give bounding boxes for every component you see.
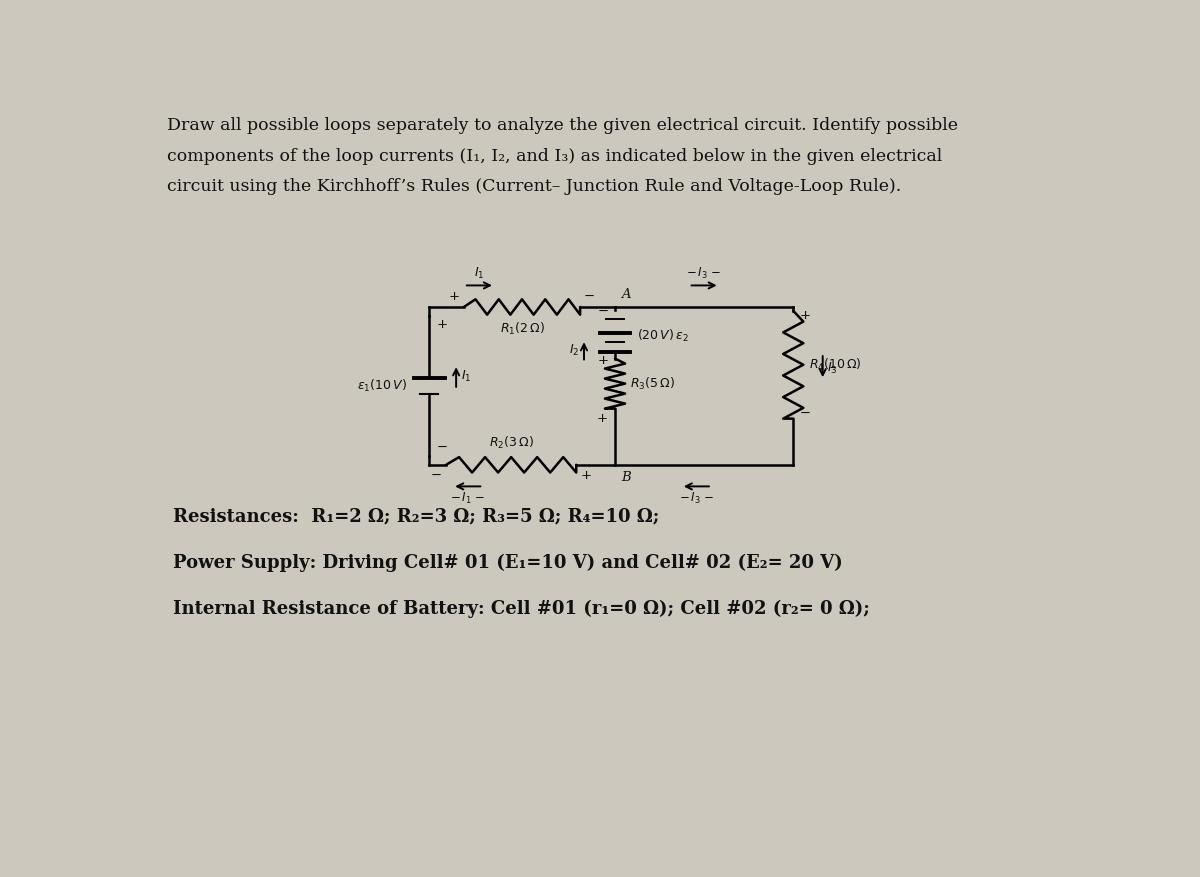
Text: $I_1$: $I_1$ bbox=[474, 266, 485, 281]
Text: $I_3$: $I_3$ bbox=[827, 361, 838, 376]
Text: Draw all possible loops separately to analyze the given electrical circuit. Iden: Draw all possible loops separately to an… bbox=[167, 117, 958, 134]
Text: +: + bbox=[799, 310, 810, 322]
Text: −: − bbox=[437, 441, 448, 454]
Text: +: + bbox=[437, 317, 448, 331]
Text: −: − bbox=[598, 305, 608, 317]
Text: components of the loop currents (I₁, I₂, and I₃) as indicated below in the given: components of the loop currents (I₁, I₂,… bbox=[167, 147, 942, 165]
Text: $R_2(3\,\Omega)$: $R_2(3\,\Omega)$ bbox=[488, 435, 534, 451]
Text: +: + bbox=[596, 411, 607, 424]
Text: $-\,I_1\,-$: $-\,I_1\,-$ bbox=[450, 491, 486, 506]
Text: −: − bbox=[584, 290, 595, 303]
Text: −: − bbox=[799, 407, 810, 420]
Text: $I_1$: $I_1$ bbox=[461, 369, 472, 384]
Text: −: − bbox=[431, 468, 442, 481]
Text: Internal Resistance of Battery: Cell #01 (r₁=0 Ω); Cell #02 (r₂= 0 Ω);: Internal Resistance of Battery: Cell #01… bbox=[173, 600, 870, 617]
Text: circuit using the Kirchhoff’s Rules (Current– Junction Rule and Voltage-Loop Rul: circuit using the Kirchhoff’s Rules (Cur… bbox=[167, 178, 901, 196]
Text: Power Supply: Driving Cell# 01 (E₁=10 V) and Cell# 02 (E₂= 20 V): Power Supply: Driving Cell# 01 (E₁=10 V)… bbox=[173, 553, 842, 572]
Text: $R_1(2\,\Omega)$: $R_1(2\,\Omega)$ bbox=[499, 321, 545, 337]
Text: +: + bbox=[449, 290, 460, 303]
Text: B: B bbox=[622, 471, 631, 484]
Text: +: + bbox=[580, 468, 592, 481]
Text: A: A bbox=[622, 288, 631, 301]
Text: $(20\,V)\,\varepsilon_2$: $(20\,V)\,\varepsilon_2$ bbox=[637, 328, 689, 344]
Text: $-\,I_3\,-$: $-\,I_3\,-$ bbox=[678, 491, 714, 506]
Text: Resistances:  R₁=2 Ω; R₂=3 Ω; R₃=5 Ω; R₄=10 Ω;: Resistances: R₁=2 Ω; R₂=3 Ω; R₃=5 Ω; R₄=… bbox=[173, 507, 660, 525]
Text: $I_2$: $I_2$ bbox=[569, 343, 580, 359]
Text: $R_4(10\,\Omega)$: $R_4(10\,\Omega)$ bbox=[809, 357, 862, 373]
Text: $\varepsilon_1(10\,V)$: $\varepsilon_1(10\,V)$ bbox=[358, 378, 407, 394]
Text: $-\,I_3\,-$: $-\,I_3\,-$ bbox=[686, 266, 722, 281]
Text: $R_3(5\,\Omega)$: $R_3(5\,\Omega)$ bbox=[630, 375, 676, 392]
Text: +: + bbox=[598, 354, 608, 367]
